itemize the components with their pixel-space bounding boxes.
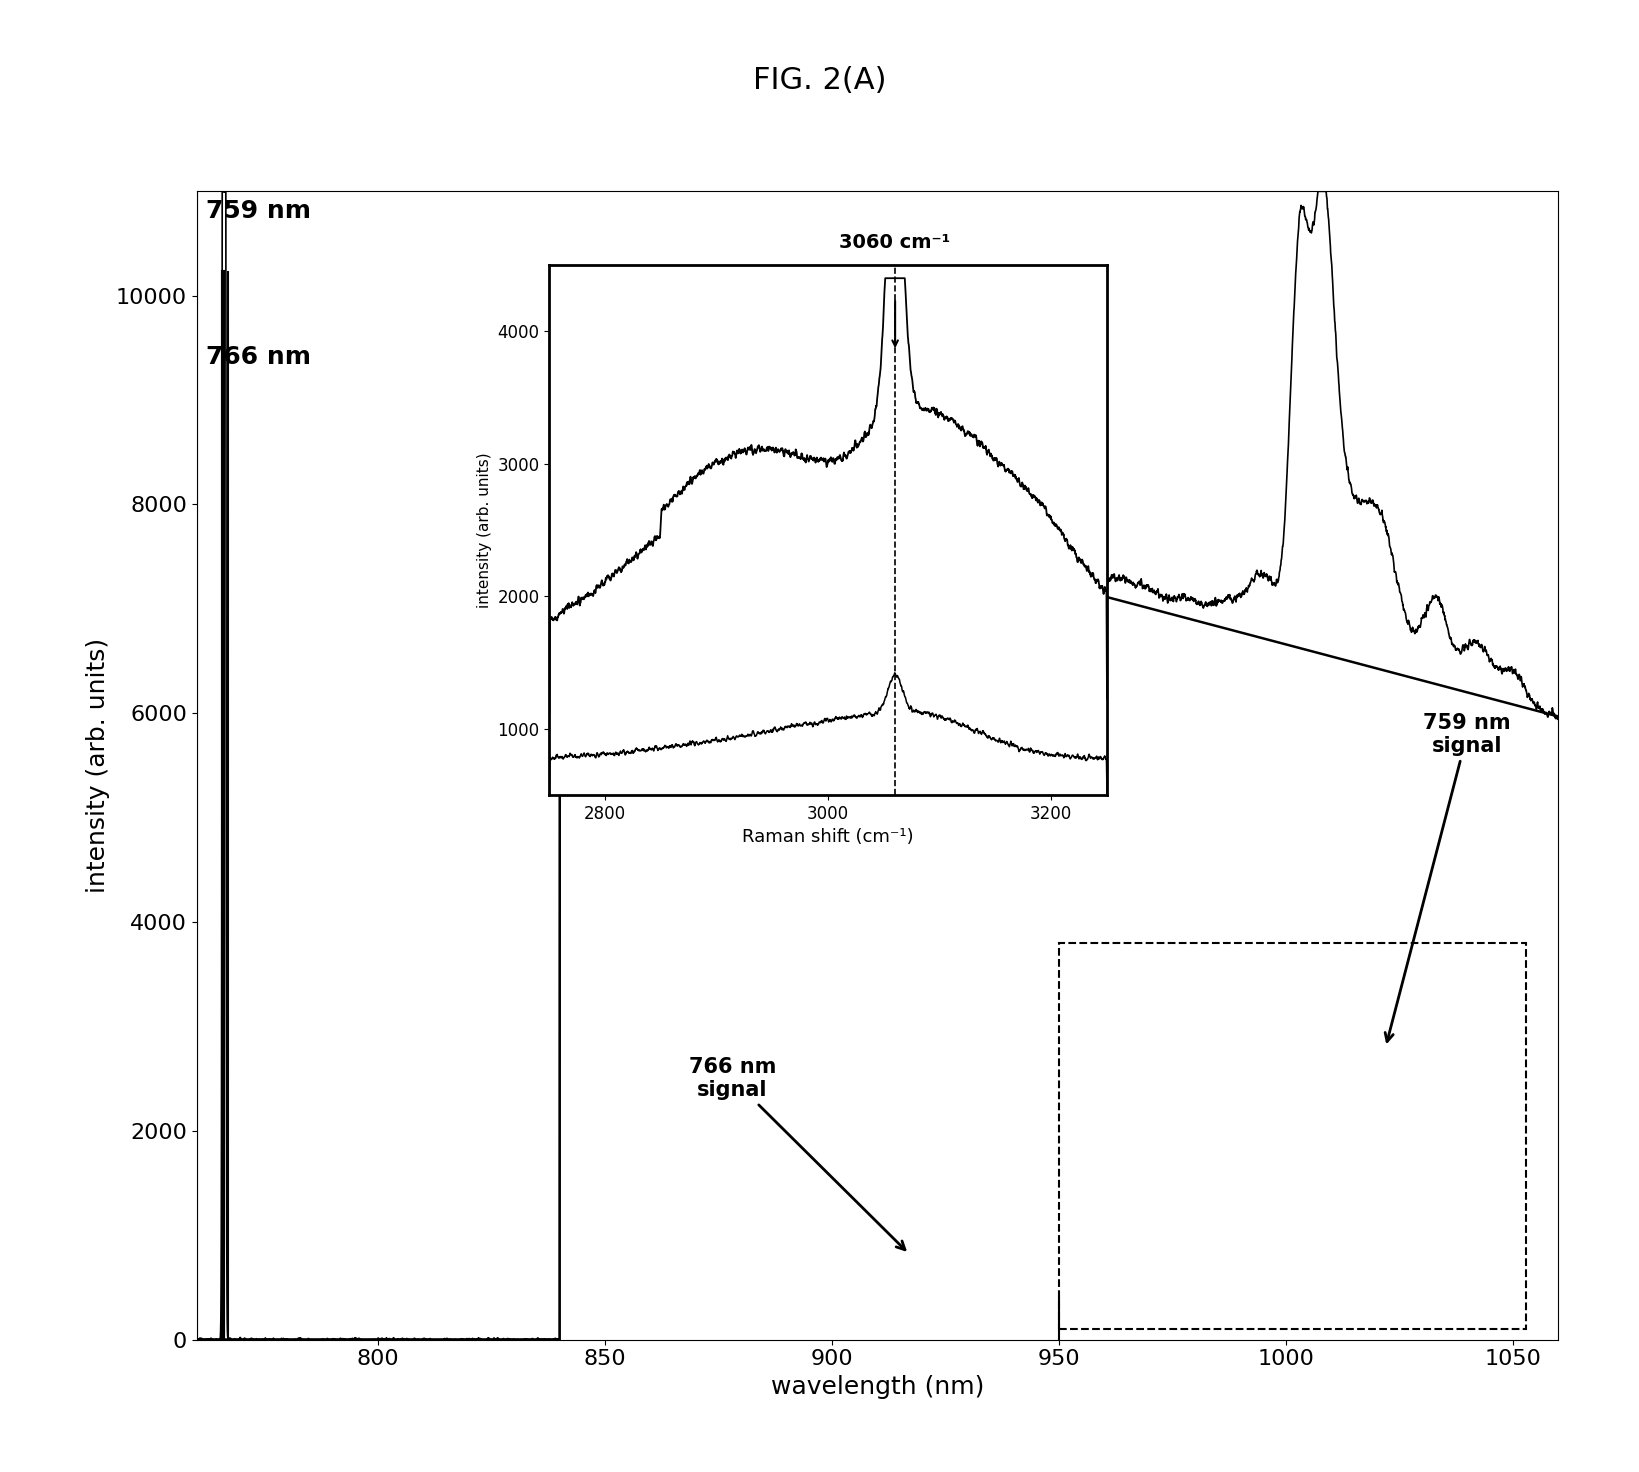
Y-axis label: intensity (arb. units): intensity (arb. units) <box>87 637 110 894</box>
Y-axis label: intensity (arb. units): intensity (arb. units) <box>477 452 492 608</box>
Text: 766 nm: 766 nm <box>207 344 311 369</box>
Text: 759 nm: 759 nm <box>207 199 311 222</box>
X-axis label: wavelength (nm): wavelength (nm) <box>770 1375 983 1398</box>
Text: 759 nm
signal: 759 nm signal <box>1385 712 1510 1042</box>
Text: FIG. 2(A): FIG. 2(A) <box>752 66 887 96</box>
X-axis label: Raman shift (cm⁻¹): Raman shift (cm⁻¹) <box>742 829 913 846</box>
Text: 3060 cm⁻¹: 3060 cm⁻¹ <box>839 233 951 252</box>
Text: 766 nm
signal: 766 nm signal <box>688 1057 905 1250</box>
Bar <box>1059 944 1526 1329</box>
